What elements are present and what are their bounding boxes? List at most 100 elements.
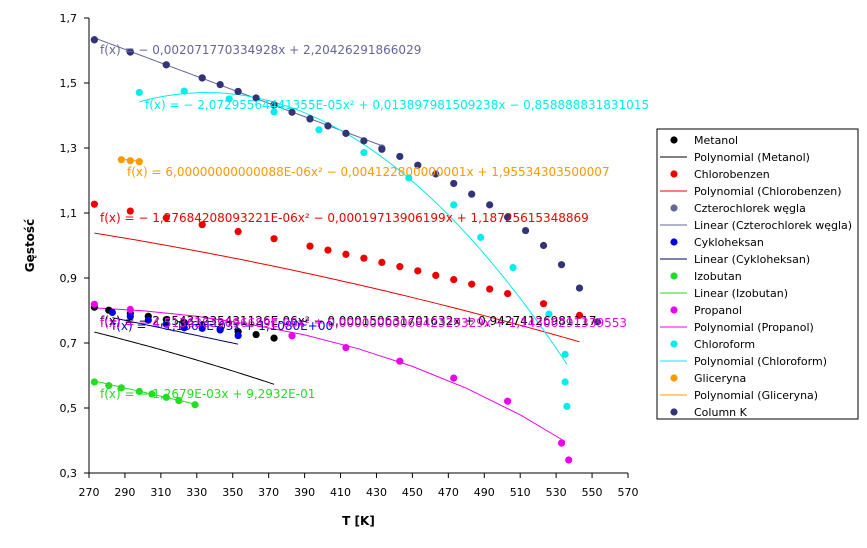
x-tick-label: 550 <box>582 486 603 499</box>
legend-label: Czterochlorek węgla <box>694 202 806 215</box>
plot-area <box>88 18 628 474</box>
legend-marker <box>670 204 678 212</box>
data-point <box>360 137 368 145</box>
data-point <box>234 87 242 96</box>
data-point <box>521 226 530 235</box>
y-tick-label: 1,1 <box>60 207 78 220</box>
x-tick-label: 530 <box>546 486 567 499</box>
fit-equation: f(x) = − 2,07295564441355E-05x² + 0,0138… <box>145 98 649 112</box>
data-point <box>288 108 296 116</box>
data-point <box>396 152 404 161</box>
legend-label: Metanol <box>694 134 738 147</box>
data-point <box>198 324 206 332</box>
data-point <box>180 318 188 327</box>
data-point <box>396 263 404 271</box>
legend-box <box>656 128 859 420</box>
data-point <box>504 290 512 298</box>
data-point <box>324 246 332 254</box>
data-point <box>126 305 134 314</box>
legend-label: Column K <box>694 406 748 419</box>
data-point <box>306 115 314 123</box>
data-point <box>575 311 584 319</box>
data-points <box>90 36 602 464</box>
legend-label: Gliceryna <box>694 372 746 385</box>
data-point <box>432 170 440 178</box>
data-point <box>486 201 494 209</box>
data-point <box>162 393 170 401</box>
y-tick-label: 0,7 <box>60 337 78 350</box>
fit-equation: f(x) = − 1,1660E-03x + 1,1080E+00 <box>112 319 333 333</box>
legend-marker <box>670 408 678 416</box>
x-tick-label: 450 <box>402 486 423 499</box>
legend-label: Izobutan <box>694 270 742 283</box>
data-point <box>216 326 224 334</box>
data-point <box>162 320 170 328</box>
data-point <box>126 312 134 320</box>
data-point <box>342 250 350 258</box>
x-tick-label: 350 <box>222 486 243 499</box>
data-point <box>575 284 584 292</box>
x-tick-label: 370 <box>258 486 279 499</box>
data-point <box>414 267 422 275</box>
data-point <box>539 241 548 250</box>
x-axis-title: T [K] <box>342 514 375 528</box>
data-point <box>450 374 458 382</box>
data-point <box>396 357 404 365</box>
x-tick-label: 470 <box>438 486 459 499</box>
data-point <box>563 402 571 410</box>
data-point <box>557 261 566 269</box>
data-point <box>288 332 296 340</box>
data-point <box>565 456 573 464</box>
data-point <box>468 190 476 198</box>
x-tick-label: 510 <box>510 486 531 499</box>
data-point <box>108 308 116 317</box>
x-tick-label: 270 <box>79 486 100 499</box>
legend-label: Linear (Czterochlorek węgla) <box>694 219 852 232</box>
x-tick-label: 290 <box>114 486 135 499</box>
data-point <box>117 156 125 164</box>
data-point <box>539 300 548 308</box>
data-point <box>90 200 98 208</box>
data-point <box>126 48 134 56</box>
data-point <box>90 378 98 386</box>
data-point <box>432 271 440 279</box>
data-point <box>180 324 188 332</box>
data-point <box>105 381 113 390</box>
data-point <box>135 158 143 166</box>
fit-equations: f(x) = − 2,25431235431126E-06x² − 0,0001… <box>100 43 649 401</box>
data-point <box>545 310 553 318</box>
legend: Metanol Polynomial (Metanol) Chlorobenzen P… <box>656 128 859 420</box>
legend-label: Polynomial (Chlorobenzen) <box>694 185 842 198</box>
data-point <box>191 401 199 409</box>
data-point <box>148 390 156 398</box>
data-point <box>486 285 494 293</box>
data-point <box>450 179 458 188</box>
data-point <box>162 61 170 69</box>
x-tick-label: 390 <box>294 486 315 499</box>
legend-label: Polynomial (Chloroform) <box>694 355 827 368</box>
y-tick-label: 0,9 <box>60 272 78 285</box>
fit-line-Metanol <box>94 331 275 385</box>
data-point <box>198 74 206 82</box>
data-point <box>162 214 170 222</box>
data-point <box>198 221 206 229</box>
legend-label: Chlorobenzen <box>694 168 770 181</box>
legend-marker <box>670 238 678 246</box>
legend-marker <box>670 136 678 144</box>
data-point <box>270 108 278 116</box>
data-point <box>414 161 422 169</box>
legend-marker <box>670 306 678 314</box>
data-point <box>324 122 332 130</box>
data-point <box>378 145 386 153</box>
data-point <box>561 350 569 358</box>
legend-label: Chloroform <box>694 338 755 351</box>
data-point <box>378 258 386 266</box>
data-point <box>126 157 134 165</box>
data-point <box>561 378 569 386</box>
x-tick-label: 570 <box>618 486 639 499</box>
x-tick-label: 410 <box>330 486 351 499</box>
data-point <box>270 334 278 342</box>
data-point <box>509 264 517 272</box>
y-tick-label: 0,5 <box>60 402 78 415</box>
